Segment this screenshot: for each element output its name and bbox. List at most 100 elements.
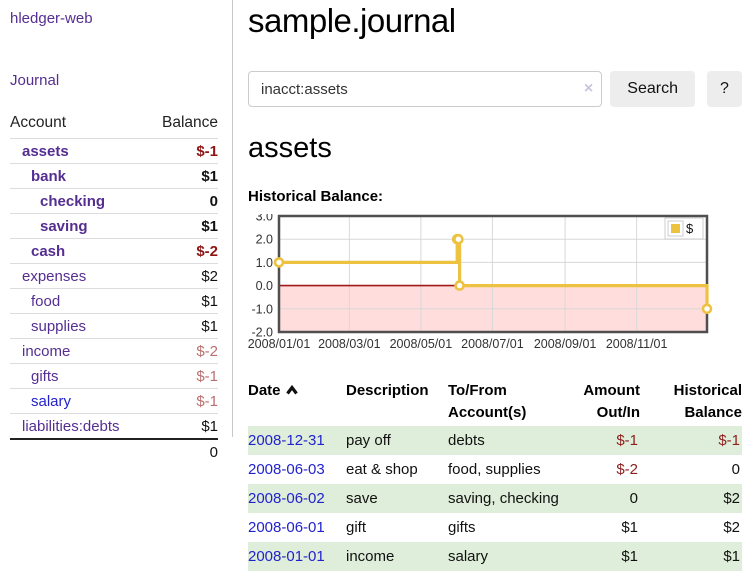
svg-text:2.0: 2.0 xyxy=(256,233,273,247)
svg-text:1.0: 1.0 xyxy=(256,256,273,270)
transaction-accounts: saving, checking xyxy=(448,490,559,507)
account-link[interactable]: liabilities:debts xyxy=(22,417,120,435)
svg-text:0.0: 0.0 xyxy=(256,279,273,293)
balance-column-header: Balance xyxy=(161,114,218,131)
transaction-amount: 0 xyxy=(629,490,638,507)
total-balance: 0 xyxy=(147,438,218,465)
account-balance: $1 xyxy=(147,313,218,339)
chart-title: Historical Balance: xyxy=(248,188,384,205)
page-title: sample.journal xyxy=(248,2,456,39)
sidebar: hledger-web Journal Account Balance asse… xyxy=(0,0,233,465)
svg-text:-2.0: -2.0 xyxy=(251,326,273,340)
transaction-date-link[interactable]: 2008-12-31 xyxy=(248,432,325,449)
register-header-description: Description xyxy=(346,382,429,399)
account-heading: assets xyxy=(248,132,332,164)
sort-ascending-icon xyxy=(285,381,299,403)
account-link[interactable]: supplies xyxy=(31,317,87,335)
transaction-date-link[interactable]: 2008-01-01 xyxy=(248,548,325,565)
account-row: income $-2 xyxy=(10,338,218,364)
account-link[interactable]: saving xyxy=(40,217,88,235)
transaction-balance: $-1 xyxy=(718,432,740,449)
register-header-balance: Historical Balance xyxy=(673,382,742,421)
transaction-row: 2008-06-01 gift gifts $1 $2 xyxy=(248,513,742,542)
account-link[interactable]: income xyxy=(22,342,71,360)
account-row: food $1 xyxy=(10,288,218,314)
transaction-amount: $1 xyxy=(621,548,638,565)
clear-search-icon[interactable]: × xyxy=(583,80,594,97)
account-link[interactable]: assets xyxy=(22,142,69,160)
account-balance: $-1 xyxy=(147,138,218,164)
transaction-description: gift xyxy=(346,519,367,536)
svg-text:2008/11/01: 2008/11/01 xyxy=(606,337,668,351)
svg-text:2008/05/01: 2008/05/01 xyxy=(390,337,453,351)
account-balance: $-2 xyxy=(147,238,218,264)
transaction-description: eat & shop xyxy=(346,461,418,478)
account-link[interactable]: cash xyxy=(31,242,66,260)
account-balance: $-1 xyxy=(147,363,218,389)
svg-text:-1.0: -1.0 xyxy=(251,302,273,316)
transaction-row: 2008-12-31 pay off debts $-1 $-1 xyxy=(248,426,742,455)
account-link[interactable]: bank xyxy=(31,167,67,185)
transaction-amount: $-1 xyxy=(616,432,638,449)
account-balance-table: Account Balance assets $-1 bank $1 check… xyxy=(10,110,218,465)
transaction-balance: $2 xyxy=(723,490,740,507)
account-balance: $1 xyxy=(147,288,218,314)
svg-text:3.0: 3.0 xyxy=(256,214,273,224)
account-balance: $1 xyxy=(147,163,218,189)
account-row: gifts $-1 xyxy=(10,363,218,389)
help-button[interactable]: ? xyxy=(706,71,742,107)
svg-text:2008/03/01: 2008/03/01 xyxy=(318,337,381,351)
sidebar-item-journal[interactable]: Journal xyxy=(10,72,60,89)
transaction-balance: $1 xyxy=(723,548,740,565)
balance-chart: $3.0 2.0 1.0 0.0 -1.0 -2.0 2008/01/01 2008/03/0… xyxy=(248,210,742,361)
register-header-amount: Amount Out/In xyxy=(583,382,640,421)
account-balance: $1 xyxy=(147,413,218,439)
account-link[interactable]: checking xyxy=(40,192,106,210)
account-table-body: assets $-1 bank $1 checking 0 saving $1 … xyxy=(10,138,218,439)
app-brand-link[interactable]: hledger-web xyxy=(10,10,93,27)
transaction-row: 2008-01-01 income salary $1 $1 xyxy=(248,542,742,571)
account-row: expenses $2 xyxy=(10,263,218,289)
transaction-amount: $1 xyxy=(621,519,638,536)
svg-text:2008/07/01: 2008/07/01 xyxy=(461,337,524,351)
account-link[interactable]: salary xyxy=(31,392,72,410)
register-header-date[interactable]: Date xyxy=(248,378,346,426)
transaction-date-link[interactable]: 2008-06-01 xyxy=(248,519,325,536)
transaction-balance: $2 xyxy=(723,519,740,536)
transaction-balance: 0 xyxy=(731,461,740,478)
table-row-total: 0 xyxy=(10,438,218,465)
register-table: Date Description To/From Account(s) Amou… xyxy=(248,378,742,571)
account-row: cash $-2 xyxy=(10,238,218,264)
search-bar: × Search ? xyxy=(248,71,742,107)
svg-text:2008/01/01: 2008/01/01 xyxy=(248,337,310,351)
transaction-row: 2008-06-02 save saving, checking 0 $2 xyxy=(248,484,742,513)
transaction-accounts: food, supplies xyxy=(448,461,541,478)
account-row: saving $1 xyxy=(10,213,218,239)
transaction-date-link[interactable]: 2008-06-02 xyxy=(248,490,325,507)
transaction-description: income xyxy=(346,548,395,565)
search-input[interactable] xyxy=(248,71,603,107)
account-row: salary $-1 xyxy=(10,388,218,414)
search-button[interactable]: Search xyxy=(610,71,695,107)
transaction-accounts: gifts xyxy=(448,519,476,536)
account-balance: $1 xyxy=(147,213,218,239)
svg-text:2008/09/01: 2008/09/01 xyxy=(534,337,597,351)
transaction-description: save xyxy=(346,490,378,507)
transaction-accounts: debts xyxy=(448,432,485,449)
account-row: checking 0 xyxy=(10,188,218,214)
main-content: sample.journal × Search ? assets Histori… xyxy=(248,0,742,571)
transaction-date-link[interactable]: 2008-06-03 xyxy=(248,461,325,478)
account-balance: $-2 xyxy=(147,338,218,364)
register-table-body: 2008-12-31 pay off debts $-1 $-1 2008-06… xyxy=(248,426,742,571)
account-column-header: Account xyxy=(10,114,67,131)
account-row: assets $-1 xyxy=(10,138,218,164)
account-row: bank $1 xyxy=(10,163,218,189)
account-link[interactable]: expenses xyxy=(22,267,87,285)
transaction-row: 2008-06-03 eat & shop food, supplies $-2… xyxy=(248,455,742,484)
account-balance: $-1 xyxy=(147,388,218,414)
account-link[interactable]: gifts xyxy=(31,367,59,385)
account-link[interactable]: food xyxy=(31,292,61,310)
transaction-description: pay off xyxy=(346,432,391,449)
account-balance: 0 xyxy=(147,188,218,214)
